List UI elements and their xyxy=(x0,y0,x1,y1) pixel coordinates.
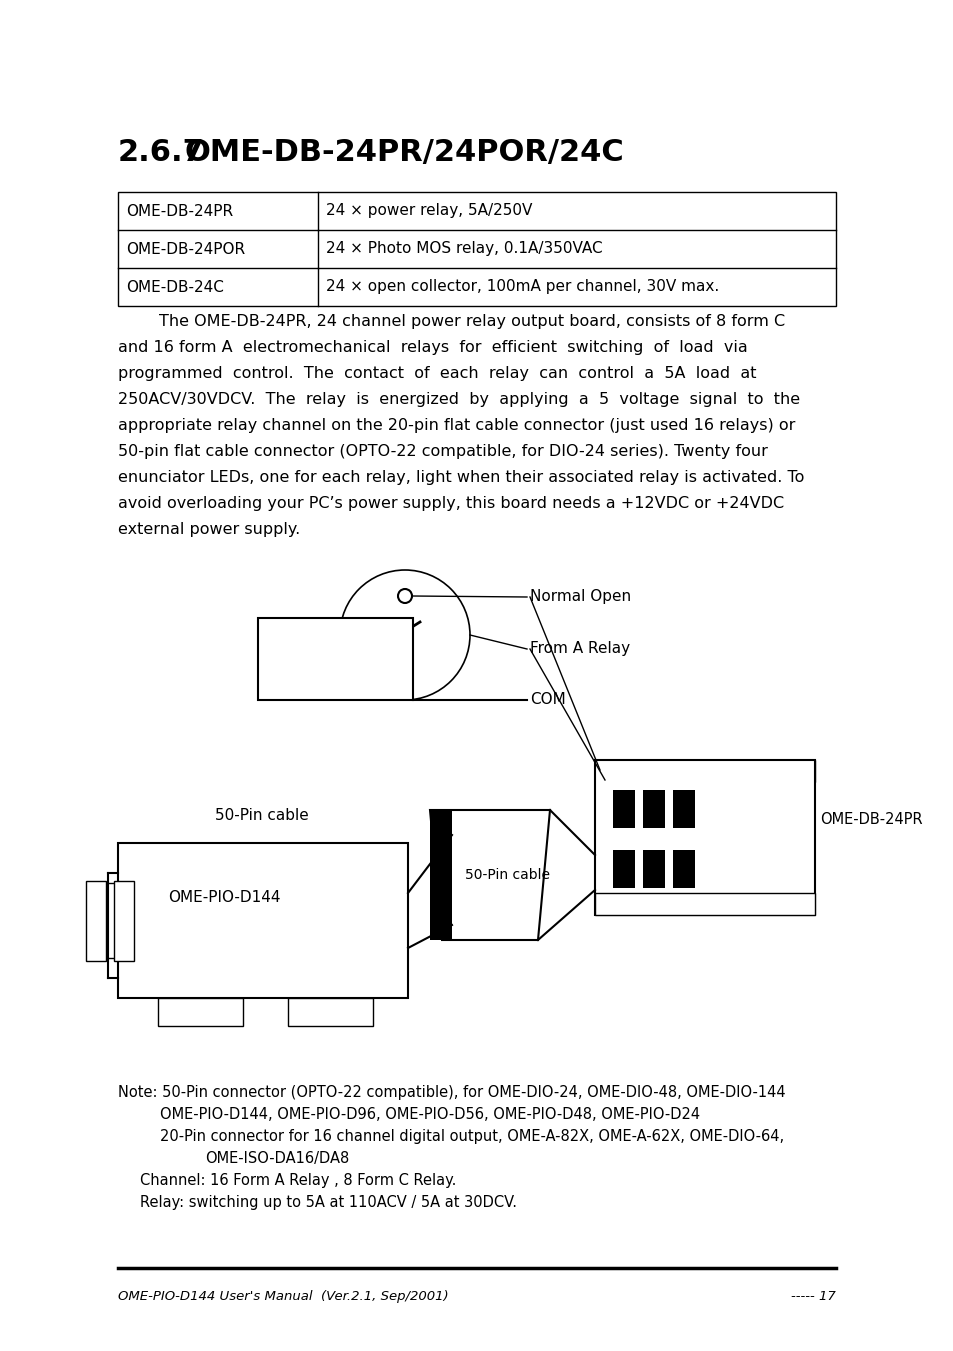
Text: The OME-DB-24PR, 24 channel power relay output board, consists of 8 form C: The OME-DB-24PR, 24 channel power relay … xyxy=(118,313,784,330)
Text: Relay: switching up to 5A at 110ACV / 5A at 30DCV.: Relay: switching up to 5A at 110ACV / 5A… xyxy=(140,1196,517,1210)
Bar xyxy=(430,811,452,940)
Bar xyxy=(642,790,664,828)
Text: OME-DB-24PR: OME-DB-24PR xyxy=(820,812,922,828)
Bar xyxy=(118,843,408,998)
Text: 24 × open collector, 100mA per channel, 30V max.: 24 × open collector, 100mA per channel, … xyxy=(326,280,719,295)
Text: and 16 form A  electromechanical  relays  for  efficient  switching  of  load  v: and 16 form A electromechanical relays f… xyxy=(118,340,747,355)
Text: 24 × power relay, 5A/250V: 24 × power relay, 5A/250V xyxy=(326,204,532,219)
Text: Note: 50-Pin connector (OPTO-22 compatible), for OME-DIO-24, OME-DIO-48, OME-DIO: Note: 50-Pin connector (OPTO-22 compatib… xyxy=(118,1085,785,1100)
Text: OME-DB-24C: OME-DB-24C xyxy=(126,280,224,295)
Bar xyxy=(672,850,695,888)
Text: 2.6.7: 2.6.7 xyxy=(118,138,205,168)
Bar xyxy=(642,850,664,888)
Polygon shape xyxy=(430,811,550,940)
Bar xyxy=(595,761,814,915)
Text: OME-DB-24POR: OME-DB-24POR xyxy=(126,242,245,257)
Text: OME-ISO-DA16/DA8: OME-ISO-DA16/DA8 xyxy=(205,1151,349,1166)
Text: programmed  control.  The  contact  of  each  relay  can  control  a  5A  load  : programmed control. The contact of each … xyxy=(118,366,756,381)
Text: Normal Open: Normal Open xyxy=(530,589,631,604)
Text: OME-PIO-D144 User's Manual  (Ver.2.1, Sep/2001): OME-PIO-D144 User's Manual (Ver.2.1, Sep… xyxy=(118,1290,448,1302)
Bar xyxy=(86,881,106,961)
Bar xyxy=(613,790,635,828)
Text: enunciator LEDs, one for each relay, light when their associated relay is activa: enunciator LEDs, one for each relay, lig… xyxy=(118,470,803,485)
Text: 50-Pin cable: 50-Pin cable xyxy=(214,808,309,823)
Text: 50-Pin cable: 50-Pin cable xyxy=(464,867,550,882)
Text: 50-pin flat cable connector (OPTO-22 compatible, for DIO-24 series). Twenty four: 50-pin flat cable connector (OPTO-22 com… xyxy=(118,444,767,459)
Text: OME-DB-24PR: OME-DB-24PR xyxy=(126,204,233,219)
Bar xyxy=(288,998,373,1025)
Text: ----- 17: ----- 17 xyxy=(790,1290,835,1302)
Bar xyxy=(113,881,133,961)
Text: 24 × Photo MOS relay, 0.1A/350VAC: 24 × Photo MOS relay, 0.1A/350VAC xyxy=(326,242,602,257)
Bar xyxy=(595,761,814,782)
Text: Channel: 16 Form A Relay , 8 Form C Relay.: Channel: 16 Form A Relay , 8 Form C Rela… xyxy=(140,1173,456,1188)
Text: COM: COM xyxy=(530,693,565,708)
Text: appropriate relay channel on the 20-pin flat cable connector (just used 16 relay: appropriate relay channel on the 20-pin … xyxy=(118,417,795,434)
Bar xyxy=(257,617,413,700)
Text: 250ACV/30VDCV.  The  relay  is  energized  by  applying  a  5  voltage  signal  : 250ACV/30VDCV. The relay is energized by… xyxy=(118,392,800,407)
Bar xyxy=(158,998,243,1025)
Bar xyxy=(118,192,835,305)
Text: OME-PIO-D144: OME-PIO-D144 xyxy=(168,890,280,905)
Text: external power supply.: external power supply. xyxy=(118,521,300,536)
Text: OME-DB-24PR/24POR/24C: OME-DB-24PR/24POR/24C xyxy=(185,138,624,168)
Text: 20-Pin connector for 16 channel digital output, OME-A-82X, OME-A-62X, OME-DIO-64: 20-Pin connector for 16 channel digital … xyxy=(160,1129,783,1144)
Text: OME-PIO-D144, OME-PIO-D96, OME-PIO-D56, OME-PIO-D48, OME-PIO-D24: OME-PIO-D144, OME-PIO-D96, OME-PIO-D56, … xyxy=(160,1106,700,1121)
Bar xyxy=(613,850,635,888)
Text: avoid overloading your PC’s power supply, this board needs a +12VDC or +24VDC: avoid overloading your PC’s power supply… xyxy=(118,496,783,511)
Bar xyxy=(672,790,695,828)
Bar xyxy=(595,893,814,915)
Bar xyxy=(92,884,115,958)
Text: From A Relay: From A Relay xyxy=(530,642,630,657)
